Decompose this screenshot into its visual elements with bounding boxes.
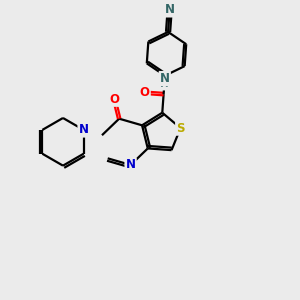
Text: N: N bbox=[126, 158, 136, 172]
Text: N: N bbox=[79, 123, 88, 136]
Text: S: S bbox=[176, 122, 185, 135]
Text: H: H bbox=[160, 80, 169, 89]
Text: O: O bbox=[109, 93, 119, 106]
Text: N: N bbox=[165, 3, 175, 16]
Text: O: O bbox=[140, 86, 150, 99]
Text: N: N bbox=[160, 72, 170, 85]
